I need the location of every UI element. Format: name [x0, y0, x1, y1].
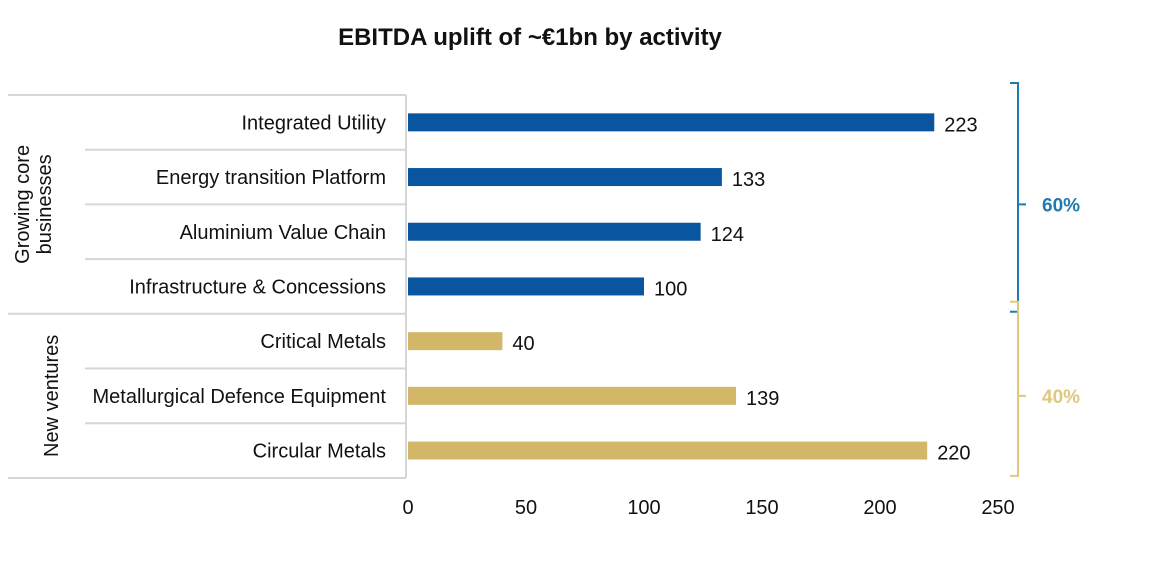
category-label: Circular Metals — [253, 441, 386, 463]
category-label: Energy transition Platform — [156, 167, 386, 189]
bar — [408, 113, 935, 132]
bar — [408, 441, 928, 460]
x-tick-label: 0 — [402, 497, 413, 519]
x-tick-label: 150 — [745, 497, 778, 519]
value-label: 124 — [711, 224, 744, 246]
group-label: businesses — [34, 154, 56, 254]
bar — [408, 168, 722, 187]
bar — [408, 386, 737, 405]
value-label: 40 — [512, 333, 534, 355]
group-label: Growing core — [12, 145, 34, 264]
value-label: 223 — [944, 114, 977, 136]
x-tick-label: 200 — [863, 497, 896, 519]
chart-title: EBITDA uplift of ~€1bn by activity — [338, 24, 722, 51]
group-bracket — [1010, 300, 1026, 477]
group-share-label: 60% — [1042, 195, 1080, 216]
category-label: Critical Metals — [260, 331, 386, 353]
value-label: 220 — [937, 443, 970, 465]
value-label: 100 — [654, 278, 687, 300]
value-label: 139 — [746, 388, 779, 410]
x-tick-label: 50 — [515, 497, 537, 519]
bar — [408, 222, 701, 241]
bar — [408, 277, 644, 296]
x-tick-label: 100 — [627, 497, 660, 519]
bar — [408, 332, 503, 351]
category-label: Integrated Utility — [241, 112, 386, 134]
category-label: Infrastructure & Concessions — [129, 276, 386, 298]
category-label: Aluminium Value Chain — [180, 222, 386, 244]
value-label: 133 — [732, 169, 765, 191]
group-share-label: 40% — [1042, 387, 1080, 408]
group-bracket — [1010, 82, 1026, 313]
category-label: Metallurgical Defence Equipment — [93, 386, 387, 408]
x-tick-label: 250 — [981, 497, 1014, 519]
group-label: New ventures — [41, 335, 63, 457]
